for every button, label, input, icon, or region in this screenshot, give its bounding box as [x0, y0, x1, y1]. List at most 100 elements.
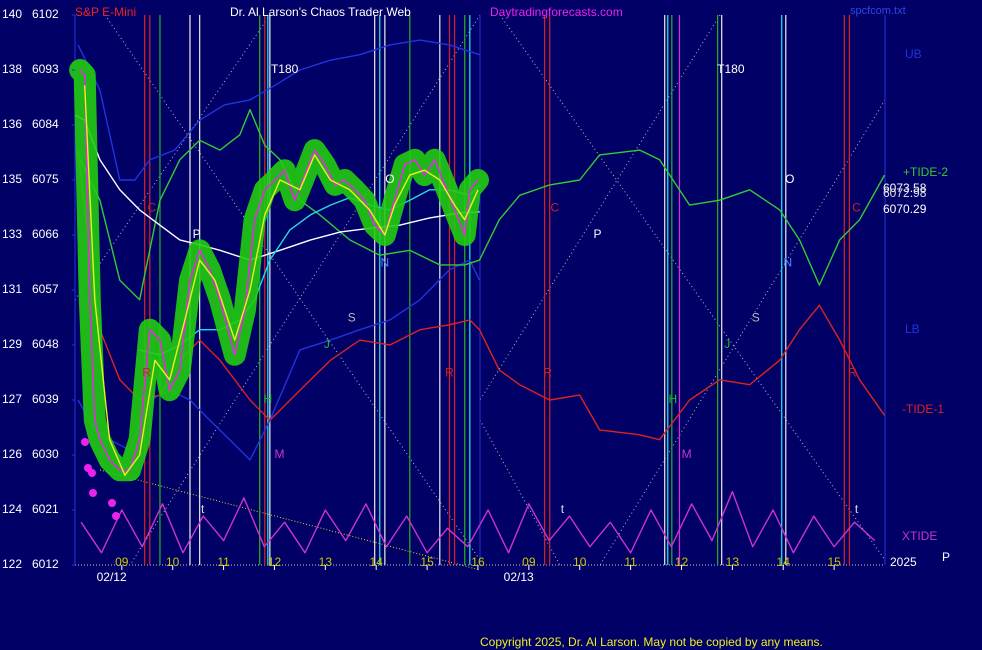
- marker-label: M: [275, 447, 285, 461]
- marker-label: t: [561, 502, 565, 516]
- x-tick-label: 15: [420, 555, 434, 569]
- y-tick-label: 6057: [32, 282, 59, 296]
- marker-label: t: [201, 502, 205, 516]
- marker-label: T180: [271, 62, 299, 76]
- x-tick-label: 12: [268, 555, 282, 569]
- x-tick-label: 13: [726, 555, 740, 569]
- y2-tick-label: 122: [2, 557, 22, 571]
- marker-label: P: [594, 227, 602, 241]
- diagonal: [599, 99, 886, 566]
- y-tick-label: 6012: [32, 557, 59, 571]
- dots: [81, 438, 120, 520]
- date-label: 02/12: [97, 570, 127, 584]
- y2-tick-label: 129: [2, 337, 22, 351]
- date-label: 02/13: [504, 570, 534, 584]
- y-tick-label: 6075: [32, 172, 59, 186]
- trendline: [99, 469, 481, 571]
- y2-tick-label: 131: [2, 282, 22, 296]
- x-tick-label: 16: [471, 555, 485, 569]
- series-line: [79, 109, 886, 301]
- marker-label: R: [142, 365, 151, 379]
- y-tick-label: 6084: [32, 117, 59, 131]
- y-tick-label: 6066: [32, 227, 59, 241]
- legend-label: UB: [905, 47, 922, 61]
- x-tick-label: 11: [624, 555, 637, 569]
- marker-label: T180: [717, 62, 745, 76]
- x-tick-label: 15: [827, 555, 841, 569]
- dot: [89, 489, 97, 497]
- x-tick-label: 10: [166, 555, 180, 569]
- marker-label: N: [381, 255, 390, 269]
- x-tick-label: 14: [370, 555, 384, 569]
- x-tick-label: 10: [573, 555, 587, 569]
- legend-label: -TIDE-1: [902, 402, 944, 416]
- y-tick-label: 6030: [32, 447, 59, 461]
- corner-label: P: [942, 550, 950, 564]
- marker-label: H: [263, 392, 272, 406]
- legend-label: +TIDE-2: [903, 165, 948, 179]
- vlines: [144, 15, 851, 565]
- diagonal: [499, 14, 886, 561]
- legend-label: LB: [905, 322, 920, 336]
- marker-label: C: [852, 200, 861, 214]
- marker-label: M: [682, 447, 692, 461]
- y2-tick-label: 127: [2, 392, 22, 406]
- marker-label: C: [147, 200, 156, 214]
- series-line: [74, 114, 480, 261]
- dot: [108, 499, 116, 507]
- marker-label: J: [324, 337, 330, 351]
- y-tick-label: 6093: [32, 62, 59, 76]
- marker-label: N: [783, 255, 792, 269]
- y-tick-label: 6039: [32, 392, 59, 406]
- series-line: [84, 85, 479, 476]
- x-tick-label: 09: [522, 555, 536, 569]
- x-tick-label: 12: [675, 555, 689, 569]
- y-tick-label: 6048: [32, 337, 59, 351]
- marker-label: O: [785, 172, 794, 186]
- marker-label: S: [752, 310, 760, 324]
- last-value: 6070.29: [883, 202, 927, 216]
- last-value: 6073.58: [883, 181, 927, 195]
- x-tick-label: 13: [319, 555, 333, 569]
- marker-label: P: [193, 227, 201, 241]
- last-value: 6072.98: [883, 186, 927, 200]
- marker-label: S: [348, 310, 356, 324]
- series-line: [139, 184, 481, 356]
- marker-label: J: [724, 337, 730, 351]
- y-tick-label: 6102: [32, 7, 59, 21]
- marker-label: H: [668, 392, 677, 406]
- site: Daytradingforecasts.com: [490, 5, 623, 19]
- series-line: [79, 69, 479, 472]
- legend-label: XTIDE: [902, 529, 937, 543]
- y2-tick-label: 126: [2, 447, 22, 461]
- series-line: [80, 491, 876, 554]
- y2-tick-label: 133: [2, 227, 22, 241]
- series: [69, 39, 886, 554]
- dot: [88, 469, 96, 477]
- y2-tick-label: 135: [2, 172, 22, 186]
- marker-label: O: [385, 172, 394, 186]
- x-tick-label: 11: [217, 555, 230, 569]
- chart-title: Dr. Al Larson's Chaos Trader Web: [230, 5, 411, 19]
- year: 2025: [890, 555, 917, 569]
- diagonal: [129, 14, 481, 566]
- y2-tick-label: 140: [2, 7, 22, 21]
- diagonal: [74, 14, 271, 301]
- dot: [112, 512, 120, 520]
- marker-label: R: [543, 365, 552, 379]
- marker-label: R: [445, 365, 454, 379]
- series-line: [77, 39, 480, 181]
- dot: [81, 438, 89, 446]
- x-tick-label: 14: [777, 555, 791, 569]
- y2-tick-label: 136: [2, 117, 22, 131]
- decor: [74, 14, 886, 566]
- y2-tick-label: 138: [2, 62, 22, 76]
- copyright: Copyright 2025, Dr. Al Larson. May not b…: [480, 635, 823, 649]
- y2-tick-label: 124: [2, 502, 22, 516]
- marker-label: t: [855, 502, 859, 516]
- marker-label: C: [550, 200, 559, 214]
- y-tick-label: 6021: [32, 502, 59, 516]
